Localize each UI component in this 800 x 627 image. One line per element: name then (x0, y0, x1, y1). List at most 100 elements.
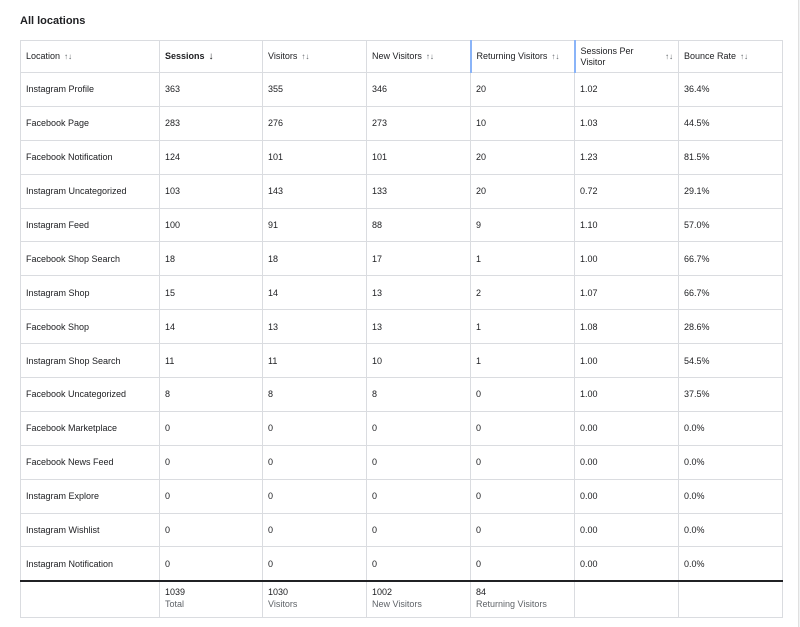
total-cell-sessions-per-visitor (574, 580, 679, 619)
locations-table: Location ↑↓ Sessions ↓ Visitors ↑↓ (20, 40, 783, 619)
table-row: Facebook Marketplace 0 0 0 0 0.00 0.0% (20, 410, 783, 446)
cell-bounce-rate: 66.7% (678, 275, 783, 311)
cell-sessions: 0 (159, 546, 263, 582)
cell-visitors: 355 (262, 72, 367, 107)
cell-sessions-per-visitor: 1.10 (574, 207, 679, 243)
cell-sessions: 124 (159, 139, 263, 175)
cell-returning-visitors: 0 (470, 546, 575, 582)
table-row: Facebook Uncategorized 8 8 8 0 1.00 37.5% (20, 377, 783, 412)
cell-visitors: 91 (262, 207, 367, 243)
cell-sessions-per-visitor: 1.03 (574, 105, 679, 141)
total-cell-bounce-rate (678, 580, 783, 619)
cell-new-visitors: 13 (366, 275, 471, 311)
cell-new-visitors: 88 (366, 207, 471, 243)
cell-sessions-per-visitor: 1.02 (574, 72, 679, 107)
cell-sessions: 0 (159, 410, 263, 446)
cell-bounce-rate: 0.0% (678, 444, 783, 480)
cell-sessions-per-visitor: 0.72 (574, 173, 679, 209)
cell-new-visitors: 0 (366, 444, 471, 480)
column-header-label: Returning Visitors (476, 51, 548, 61)
table-row: Instagram Profile 363 355 346 20 1.02 36.4% (20, 72, 783, 107)
table-row: Instagram Notification 0 0 0 0 0.00 0.0% (20, 546, 783, 582)
cell-location: Facebook Uncategorized (20, 377, 160, 412)
cell-sessions-per-visitor: 1.23 (574, 139, 679, 175)
total-value: 1002 (372, 587, 393, 598)
column-header-returning-visitors[interactable]: Returning Visitors ↑↓ (469, 40, 576, 73)
cell-sessions-per-visitor: 0.00 (574, 546, 679, 582)
cell-location: Facebook Shop Search (20, 241, 160, 277)
cell-sessions-per-visitor: 0.00 (574, 478, 679, 514)
cell-returning-visitors: 1 (470, 241, 575, 277)
table-row: Instagram Wishlist 0 0 0 0 0.00 0.0% (20, 512, 783, 548)
column-header-label: Location (26, 51, 61, 61)
column-header-new-visitors[interactable]: New Visitors ↑↓ (366, 40, 471, 73)
cell-visitors: 18 (262, 241, 367, 277)
cell-sessions-per-visitor: 1.08 (574, 309, 679, 345)
cell-location: Instagram Explore (20, 478, 160, 514)
cell-visitors: 8 (262, 377, 367, 412)
column-header-visitors[interactable]: Visitors ↑↓ (262, 40, 367, 73)
total-label: Visitors (268, 599, 298, 610)
total-label: Returning Visitors (476, 599, 547, 610)
cell-returning-visitors: 20 (470, 173, 575, 209)
cell-new-visitors: 8 (366, 377, 471, 412)
cell-visitors: 0 (262, 512, 367, 548)
cell-sessions: 283 (159, 105, 263, 141)
column-header-label: Visitors (268, 51, 298, 61)
cell-bounce-rate: 28.6% (678, 309, 783, 345)
cell-new-visitors: 273 (366, 105, 471, 141)
sort-toggle-icon[interactable]: ↑↓ (665, 52, 673, 61)
cell-new-visitors: 133 (366, 173, 471, 209)
sort-toggle-icon[interactable]: ↑↓ (740, 52, 749, 61)
cell-sessions-per-visitor: 1.00 (574, 343, 679, 379)
cell-new-visitors: 101 (366, 139, 471, 175)
cell-returning-visitors: 10 (470, 105, 575, 141)
total-label: Total (165, 599, 185, 610)
cell-sessions: 15 (159, 275, 263, 311)
cell-location: Facebook Shop (20, 309, 160, 345)
sort-toggle-icon[interactable]: ↑↓ (301, 52, 310, 61)
cell-sessions: 14 (159, 309, 263, 345)
column-header-label: Bounce Rate (684, 51, 737, 61)
cell-bounce-rate: 57.0% (678, 207, 783, 243)
header-row: Location ↑↓ Sessions ↓ Visitors ↑↓ (20, 40, 783, 73)
cell-sessions: 0 (159, 444, 263, 480)
cell-returning-visitors: 0 (470, 410, 575, 446)
cell-returning-visitors: 9 (470, 207, 575, 243)
cell-location: Facebook Notification (20, 139, 160, 175)
cell-bounce-rate: 81.5% (678, 139, 783, 175)
cell-new-visitors: 0 (366, 546, 471, 582)
cell-bounce-rate: 0.0% (678, 410, 783, 446)
cell-sessions-per-visitor: 0.00 (574, 444, 679, 480)
cell-location: Instagram Notification (20, 546, 160, 582)
table-row: Instagram Shop Search 11 11 10 1 1.00 54.5% (20, 343, 783, 379)
column-header-bounce-rate[interactable]: Bounce Rate ↑↓ (678, 40, 783, 73)
sort-toggle-icon[interactable]: ↑↓ (64, 52, 73, 61)
cell-returning-visitors: 0 (470, 377, 575, 412)
cell-bounce-rate: 29.1% (678, 173, 783, 209)
cell-sessions: 100 (159, 207, 263, 243)
sort-descending-icon[interactable]: ↓ (208, 51, 214, 62)
total-value: 1030 (268, 587, 289, 598)
cell-sessions: 0 (159, 512, 263, 548)
cell-visitors: 14 (262, 275, 367, 311)
column-header-location[interactable]: Location ↑↓ (20, 40, 160, 73)
cell-new-visitors: 17 (366, 241, 471, 277)
cell-returning-visitors: 2 (470, 275, 575, 311)
cell-sessions: 103 (159, 173, 263, 209)
column-header-sessions-per-visitor[interactable]: Sessions Per Visitor ↑↓ (574, 40, 679, 73)
cell-location: Facebook Marketplace (20, 410, 160, 446)
sort-toggle-icon[interactable]: ↑↓ (551, 52, 560, 61)
cell-bounce-rate: 37.5% (678, 377, 783, 412)
column-header-sessions[interactable]: Sessions ↓ (159, 40, 263, 73)
cell-bounce-rate: 0.0% (678, 546, 783, 582)
cell-visitors: 0 (262, 410, 367, 446)
sort-toggle-icon[interactable]: ↑↓ (425, 52, 434, 61)
section-title: All locations (20, 15, 86, 27)
cell-visitors: 143 (262, 173, 367, 209)
table-row: Facebook Notification 124 101 101 20 1.23 81.5… (20, 139, 783, 175)
table-row: Instagram Feed 100 91 88 9 1.10 57.0% (20, 207, 783, 243)
cell-returning-visitors: 1 (470, 309, 575, 345)
